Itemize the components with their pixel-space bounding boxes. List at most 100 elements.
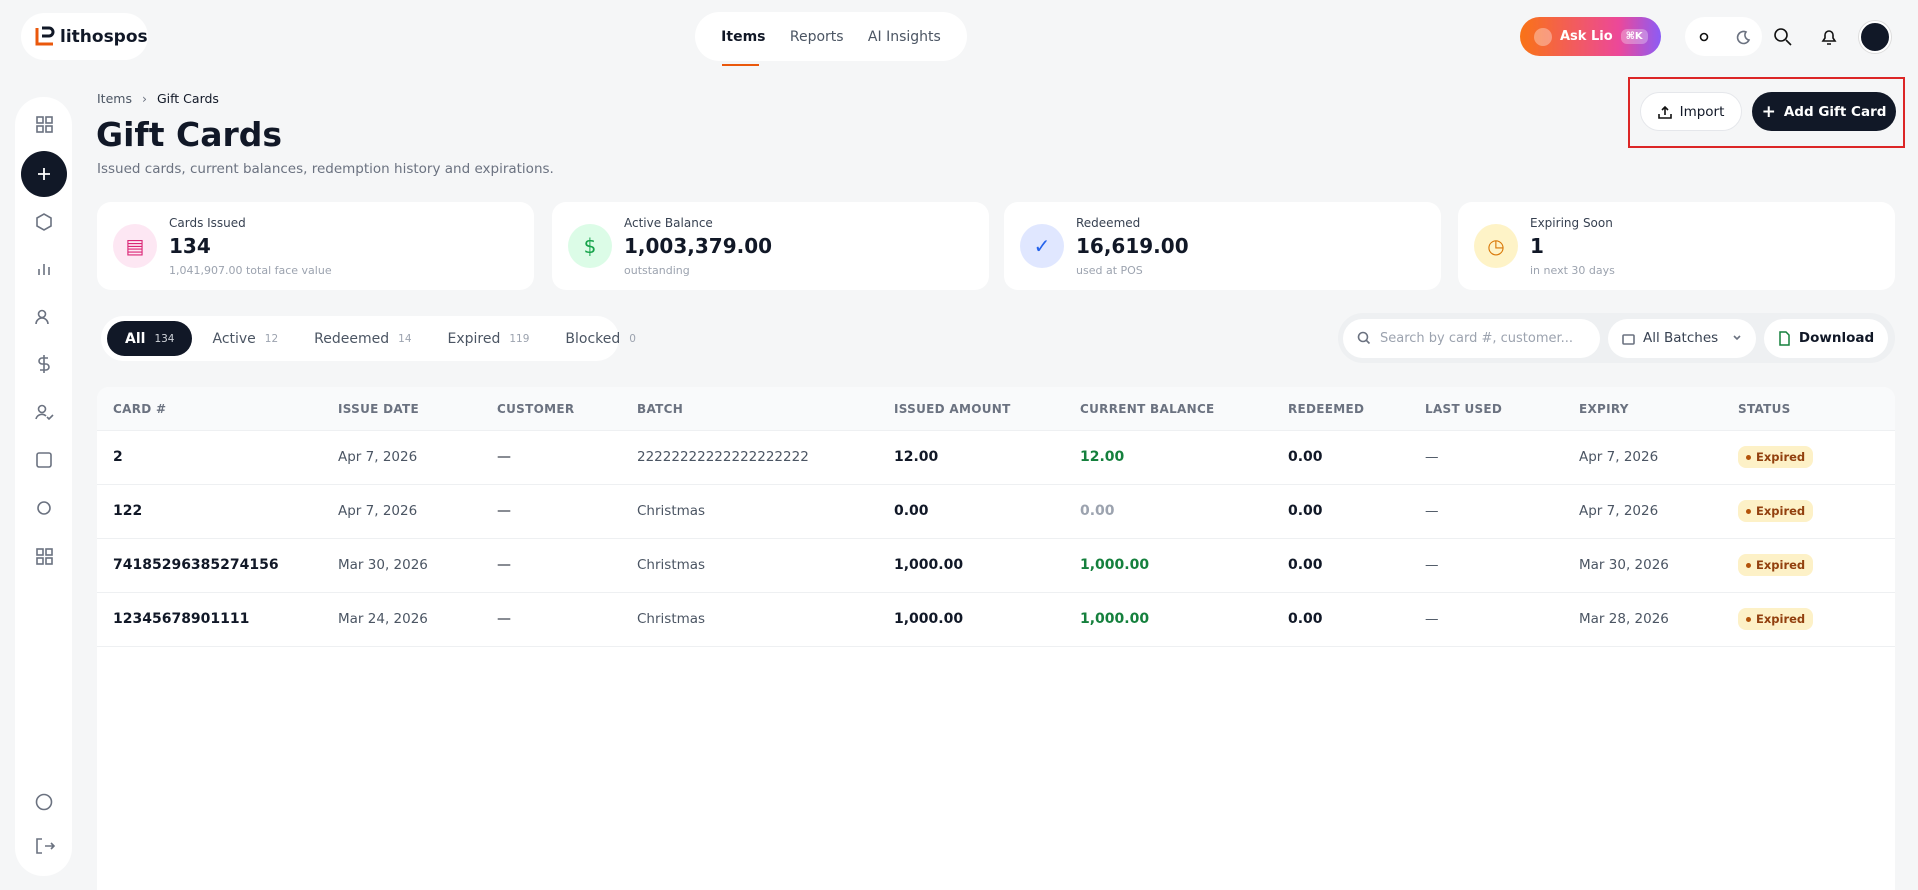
tab[interactable]: Redeemed 14 xyxy=(296,321,429,356)
bell-icon[interactable] xyxy=(1819,27,1839,47)
nav-tab[interactable]: Reports xyxy=(789,28,844,45)
table-cell: 74185296385274156 xyxy=(113,557,279,573)
stat-note: used at POS xyxy=(1076,264,1143,277)
filters: Search by card #, customer... All Batche… xyxy=(1338,313,1895,363)
table-cell: Mar 28, 2026 xyxy=(1579,611,1669,627)
nav-tab[interactable]: AI Insights xyxy=(867,28,941,45)
tab-label: Redeemed xyxy=(314,330,390,347)
ask-shortcut: ⌘K xyxy=(1620,29,1648,44)
tab-label: Blocked xyxy=(565,330,621,347)
sidebar-icons xyxy=(35,116,56,854)
plus-icon: + xyxy=(1761,101,1776,122)
stat-card: ◷ Expiring Soon 1 in next 30 days xyxy=(1458,202,1895,290)
stat-note: 1,041,907.00 total face value xyxy=(169,264,332,277)
tab-count: 14 xyxy=(398,332,412,345)
table-cell: 0.00 xyxy=(1288,503,1323,519)
brand: lithospos xyxy=(60,26,148,47)
column-header: CARD # xyxy=(113,402,167,416)
search-placeholder: Search by card #, customer... xyxy=(1380,330,1574,346)
tab[interactable]: Blocked 0 xyxy=(547,321,654,356)
add-button[interactable]: + Add Gift Card xyxy=(1752,92,1896,131)
column-header: ISSUED AMOUNT xyxy=(894,402,1011,416)
stat-label: Expiring Soon xyxy=(1530,216,1613,230)
row-divider xyxy=(97,484,1895,485)
ask-label: Ask Lio xyxy=(1560,29,1613,44)
tab-label: All xyxy=(125,330,146,347)
row-divider xyxy=(97,592,1895,593)
stat-icon: $ xyxy=(568,224,612,268)
avatar[interactable] xyxy=(1859,21,1891,53)
tab-count: 134 xyxy=(154,332,175,345)
column-header: REDEEMED xyxy=(1288,402,1365,416)
column-header: STATUS xyxy=(1738,402,1791,416)
stat-card: $ Active Balance 1,003,379.00 outstanding xyxy=(552,202,989,290)
moon-icon xyxy=(1736,30,1750,44)
nav-tab[interactable]: Items xyxy=(721,28,766,45)
table-cell: — xyxy=(1425,503,1439,519)
chevron xyxy=(1733,335,1741,341)
stat-note: outstanding xyxy=(624,264,690,277)
stat-icon: ◷ xyxy=(1474,224,1518,268)
table-cell: 12.00 xyxy=(1080,449,1125,465)
table-cell: Mar 30, 2026 xyxy=(1579,557,1669,573)
row-divider xyxy=(97,646,1895,647)
table-cell: 22222222222222222222 xyxy=(637,449,809,465)
table-cell: 122 xyxy=(113,503,143,519)
logo[interactable]: lithospos xyxy=(21,13,148,60)
download-label: Download xyxy=(1798,330,1875,346)
table-cell: 1,000.00 xyxy=(1080,557,1150,573)
batch-icon xyxy=(1622,333,1635,345)
stat-label: Redeemed xyxy=(1076,216,1141,230)
table-cell: — xyxy=(1425,557,1439,573)
table-cell: Apr 7, 2026 xyxy=(1579,449,1659,465)
search-icon[interactable] xyxy=(1773,27,1793,47)
stat-value: 1 xyxy=(1530,234,1544,258)
tab-label: Expired xyxy=(447,330,501,347)
theme-toggle[interactable] xyxy=(1685,17,1762,56)
breadcrumb-current: Gift Cards xyxy=(156,91,219,106)
sidebar xyxy=(15,97,72,876)
column-header: CURRENT BALANCE xyxy=(1080,402,1215,416)
ask-button[interactable]: Ask Lio ⌘K xyxy=(1520,17,1661,56)
logo-icon xyxy=(35,26,55,45)
table-header xyxy=(97,387,1895,431)
stat-value: 16,619.00 xyxy=(1076,234,1189,258)
tabs: All 134 Active 12 Redeemed 14 Expired 119 Blocke… xyxy=(101,316,636,361)
table-cell: 0.00 xyxy=(1288,557,1323,573)
tab-label: Active xyxy=(212,330,256,347)
stat-icon: ✓ xyxy=(1020,224,1064,268)
column-header: ISSUE DATE xyxy=(338,402,420,416)
import-button[interactable]: Import xyxy=(1640,92,1742,131)
stat-value: 134 xyxy=(169,234,211,258)
tab[interactable]: Active 12 xyxy=(194,321,296,356)
batch-filter[interactable]: All Batches xyxy=(1608,318,1756,358)
page-subtitle: Issued cards, current balances, redempti… xyxy=(97,161,554,177)
download-button[interactable]: Download xyxy=(1764,318,1888,358)
table-cell: 0.00 xyxy=(1288,449,1323,465)
table-cell: Christmas xyxy=(637,503,706,519)
table-cell: 0.00 xyxy=(1288,611,1323,627)
column-header: BATCH xyxy=(637,402,684,416)
table-cell: 1,000.00 xyxy=(1080,611,1150,627)
search-input[interactable]: Search by card #, customer... xyxy=(1343,318,1600,358)
status-badge: Expired xyxy=(1738,446,1814,468)
search-input-icon xyxy=(1357,331,1371,345)
table-cell: 1,000.00 xyxy=(894,557,964,573)
table-cell: — xyxy=(1425,611,1439,627)
table-cell: 0.00 xyxy=(894,503,929,519)
table-cell: 12.00 xyxy=(894,449,939,465)
tab[interactable]: All 134 xyxy=(107,321,193,356)
table-cell: Christmas xyxy=(637,611,706,627)
page-title: Gift Cards xyxy=(96,115,283,154)
nav-underline xyxy=(722,64,759,66)
upload-icon xyxy=(1657,105,1672,119)
table-cell: 2 xyxy=(113,449,123,465)
status-badge: Expired xyxy=(1738,500,1814,522)
breadcrumb-link[interactable]: Items xyxy=(97,91,132,106)
table-cell: Apr 7, 2026 xyxy=(338,503,418,519)
nav: Items Reports AI Insights xyxy=(695,12,967,61)
tab[interactable]: Expired 119 xyxy=(430,321,548,356)
stat-value: 1,003,379.00 xyxy=(624,234,773,258)
status-badge: Expired xyxy=(1738,608,1814,630)
